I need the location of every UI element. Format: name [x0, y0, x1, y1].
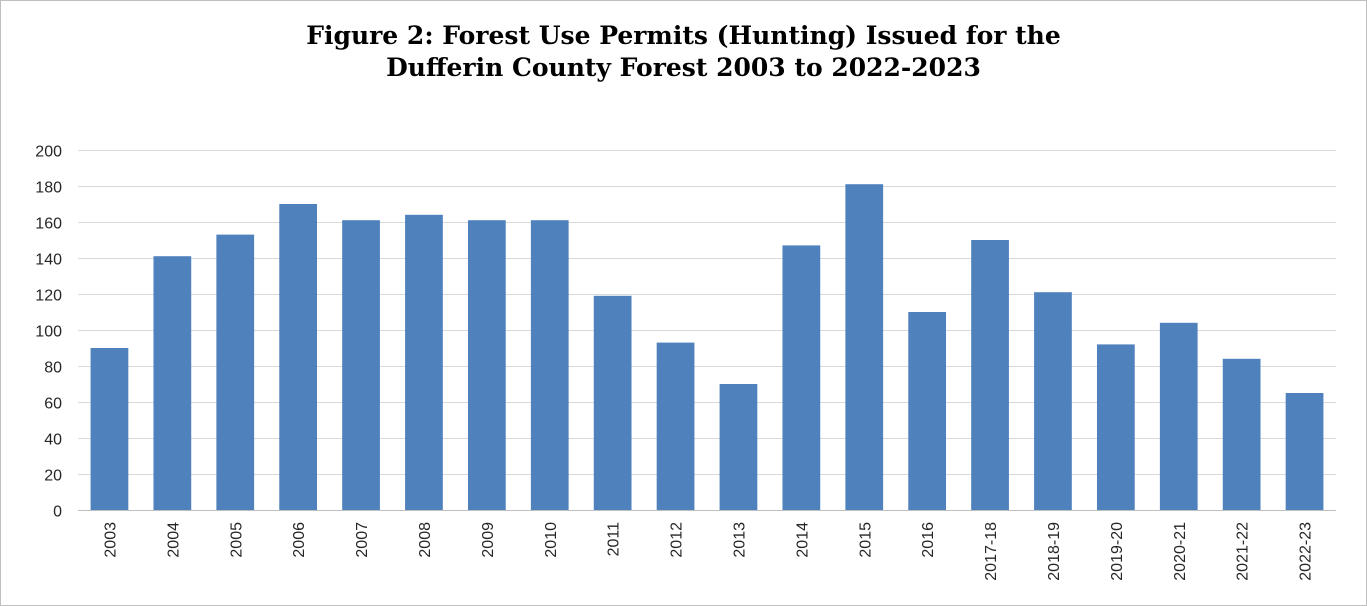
x-tick-label: 2006: [291, 522, 308, 558]
y-tick-label: 200: [35, 144, 62, 161]
bar-2009: [467, 220, 506, 510]
bar-2006: [279, 204, 318, 510]
x-tick-label: 2013: [731, 522, 748, 558]
bar-2016: [908, 312, 947, 510]
y-tick-label: 160: [35, 216, 62, 233]
bar-2018-19: [1034, 292, 1072, 510]
x-tick-label: 2008: [417, 522, 434, 558]
x-tick-label: 2014: [794, 522, 811, 558]
x-tick-label: 2004: [165, 522, 182, 558]
x-tick-label: 2017-18: [983, 522, 1000, 581]
bar-2014: [782, 245, 821, 510]
y-tick-label: 20: [44, 468, 62, 485]
y-tick-label: 120: [35, 288, 62, 305]
x-tick-label: 2020-21: [1172, 522, 1189, 581]
bar-2004: [153, 256, 192, 510]
x-tick-label: 2016: [920, 522, 937, 558]
chart-title: Figure 2: Forest Use Permits (Hunting) I…: [0, 20, 1367, 84]
bar-2021-22: [1222, 358, 1261, 510]
bar-2010: [530, 220, 569, 510]
bar-2011: [593, 295, 632, 510]
bar-2019-20: [1096, 344, 1135, 510]
y-tick-label: 180: [35, 180, 62, 197]
y-tick-label: 40: [44, 432, 62, 449]
x-tick-label: 2021-22: [1235, 522, 1252, 581]
chart-title-line-1: Figure 2: Forest Use Permits (Hunting) I…: [306, 21, 1061, 50]
x-tick-label: 2010: [543, 522, 560, 558]
y-tick-label: 80: [44, 360, 62, 377]
bar-2008: [405, 214, 443, 511]
x-tick-label: 2019-20: [1109, 522, 1126, 581]
bar-2020-21: [1159, 322, 1198, 510]
bar-2005: [216, 234, 255, 510]
y-tick-label: 140: [35, 252, 62, 269]
bar-2022-23: [1285, 393, 1324, 510]
x-tick-label: 2009: [480, 522, 497, 558]
bar-2007: [342, 220, 380, 510]
x-tick-label: 2015: [857, 522, 874, 558]
x-tick-label: 2007: [354, 522, 371, 558]
y-tick-label: 100: [35, 324, 62, 341]
bar-2013: [719, 384, 758, 510]
bars: [90, 184, 1324, 511]
x-tick-label: 2011: [606, 522, 623, 557]
y-tick-label: 60: [44, 396, 62, 413]
bar-2015: [845, 184, 884, 510]
bar-2017-18: [971, 240, 1009, 510]
gridlines: [78, 150, 1336, 475]
chart-title-line-2: Dufferin County Forest 2003 to 2022-2023: [386, 53, 981, 82]
x-tick-label: 2022-23: [1298, 522, 1315, 581]
x-tick-label: 2012: [669, 522, 686, 558]
y-tick-labels: 0 20 40 60 80 100 120 140 160 180 200: [35, 144, 62, 521]
x-tick-label: 2003: [102, 522, 119, 558]
bar-2012: [656, 342, 695, 510]
x-tick-label: 2018-19: [1046, 522, 1063, 581]
x-tick-labels: 2003 2004 2005 2006 2007 2008 2009 2010 2011 2012…: [102, 522, 1314, 581]
bar-2003: [90, 348, 129, 510]
x-tick-label: 2005: [228, 522, 245, 558]
y-tick-label: 0: [53, 504, 62, 521]
